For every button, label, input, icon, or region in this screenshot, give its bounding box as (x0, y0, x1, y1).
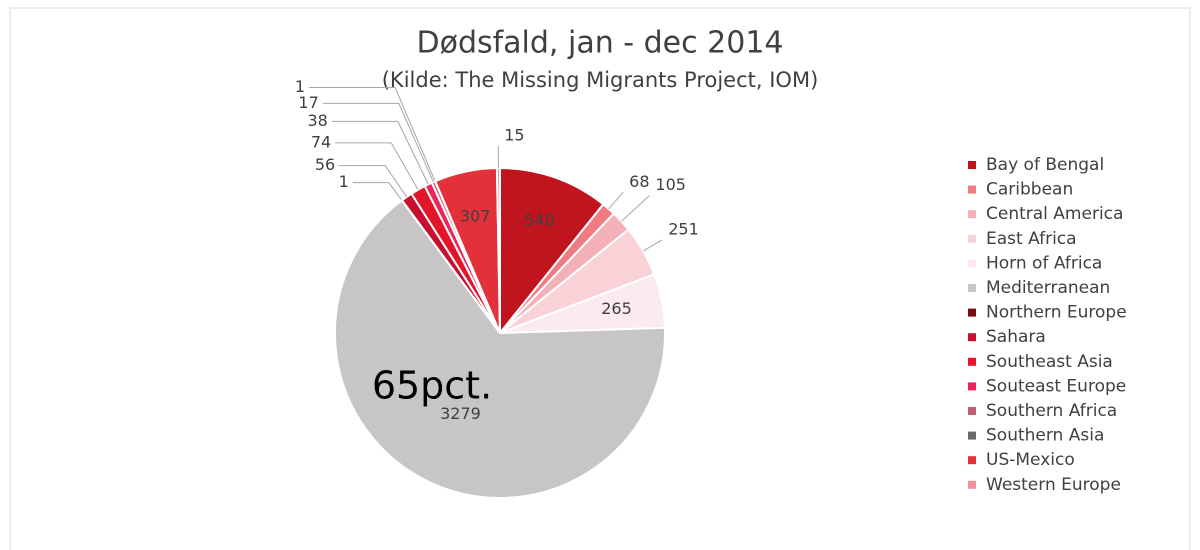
legend-swatch (968, 333, 976, 342)
data-label: 38 (308, 111, 328, 130)
legend-swatch (968, 357, 976, 366)
leader-line (621, 195, 650, 222)
leader-line (335, 142, 419, 191)
legend-swatch (968, 284, 976, 292)
legend-label: Southern Africa (986, 401, 1117, 421)
legend-swatch (968, 456, 976, 465)
legend-swatch (968, 259, 976, 268)
legend-label: Southern Asia (986, 426, 1104, 446)
legend-label: Western Europe (986, 475, 1121, 495)
data-label: 56 (315, 155, 335, 174)
legend-swatch (968, 407, 976, 415)
data-label: 1 (295, 77, 305, 96)
leader-line (339, 165, 408, 198)
legend-swatch (968, 234, 976, 243)
data-label: 265 (601, 299, 632, 318)
leader-line (642, 239, 663, 252)
data-label: 74 (311, 132, 331, 151)
legend-label: Northern Europe (986, 303, 1127, 323)
data-label: 1 (339, 172, 349, 191)
data-label: 17 (298, 93, 318, 112)
legend-swatch (968, 185, 976, 194)
leader-line (352, 182, 403, 201)
data-label: 3279 (440, 404, 481, 423)
legend-swatch (968, 480, 976, 489)
pie-slice (499, 166, 605, 336)
leader-line (322, 102, 434, 183)
legend-label: East Africa (986, 229, 1077, 249)
data-label: 15 (504, 126, 524, 145)
legend-label: Southeast Asia (986, 352, 1113, 372)
data-label: 105 (655, 175, 686, 194)
legend-label: Sahara (986, 327, 1046, 347)
chart-subtitle: (Kilde: The Missing Migrants Project, IO… (382, 68, 819, 92)
legend-label: Mediterranean (986, 278, 1110, 298)
chart-title: Dødsfald, jan - dec 2014 (416, 26, 783, 61)
data-label: 307 (460, 206, 491, 225)
legend-label: Souteast Europe (986, 376, 1126, 396)
leader-line (331, 120, 429, 185)
legend-swatch (968, 161, 976, 169)
legend-label: US-Mexico (986, 450, 1075, 470)
legend-label: Caribbean (986, 180, 1073, 200)
data-label: 540 (524, 210, 555, 229)
leader-line (608, 191, 624, 210)
legend-label: Central America (986, 204, 1123, 224)
annotation: 65pct. (372, 364, 492, 408)
legend-swatch (968, 382, 976, 391)
data-label: 251 (668, 219, 699, 238)
legend-label: Horn of Africa (986, 253, 1102, 273)
leader-line (309, 86, 436, 182)
data-label: 68 (629, 172, 649, 191)
pie-slice (334, 199, 666, 499)
legend-swatch (968, 308, 976, 317)
legend-swatch (968, 431, 976, 440)
legend-swatch (968, 210, 976, 219)
legend-label: Bay of Bengal (986, 155, 1104, 175)
